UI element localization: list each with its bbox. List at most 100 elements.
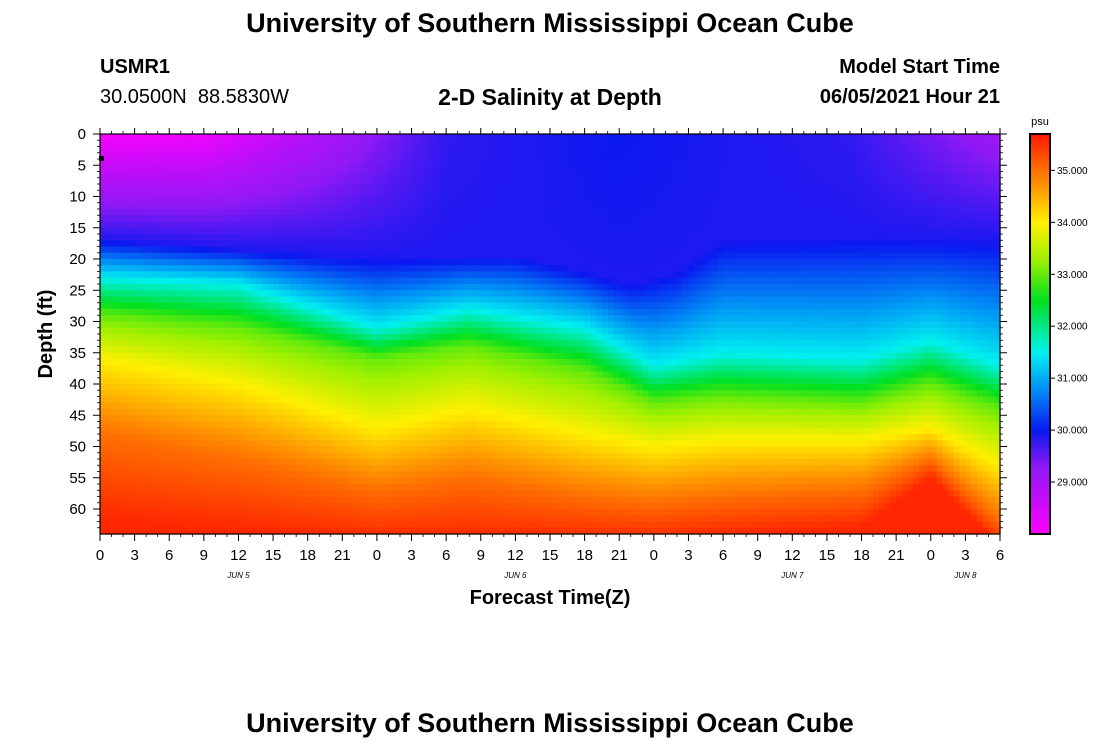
heatmap-cell bbox=[388, 259, 395, 266]
heatmap-cell bbox=[826, 271, 834, 279]
heatmap-cell bbox=[480, 165, 488, 173]
heatmap-cell bbox=[965, 196, 972, 204]
heatmap-cell bbox=[688, 171, 695, 179]
heatmap-cell bbox=[446, 177, 453, 185]
heatmap-cell bbox=[884, 327, 891, 335]
heatmap-cell bbox=[994, 184, 1001, 191]
heatmap-cell bbox=[376, 171, 384, 179]
heatmap-cell bbox=[855, 190, 863, 198]
heatmap-cell bbox=[798, 184, 805, 191]
heatmap-cell bbox=[723, 152, 730, 160]
heatmap-cell bbox=[336, 134, 343, 141]
heatmap-cell bbox=[498, 171, 505, 179]
heatmap-cell bbox=[930, 290, 938, 298]
heatmap-cell bbox=[948, 315, 955, 323]
heatmap-cell bbox=[342, 252, 349, 260]
heatmap-cell bbox=[503, 259, 511, 266]
heatmap-cell bbox=[509, 221, 516, 229]
heatmap-cell bbox=[936, 246, 943, 254]
heatmap-cell bbox=[757, 309, 765, 316]
heatmap-cell bbox=[728, 327, 736, 335]
heatmap-cell bbox=[711, 309, 718, 316]
heatmap-cell bbox=[884, 190, 891, 198]
heatmap-cell bbox=[336, 215, 343, 223]
heatmap-cell bbox=[884, 215, 891, 223]
heatmap-cell bbox=[619, 215, 626, 223]
heatmap-cell bbox=[821, 252, 828, 260]
heatmap-cell bbox=[365, 246, 372, 254]
heatmap-cell bbox=[353, 177, 361, 185]
heatmap-cell bbox=[723, 252, 730, 260]
heatmap-cell bbox=[128, 227, 136, 235]
heatmap-cell bbox=[498, 246, 505, 254]
heatmap-cell bbox=[400, 177, 407, 185]
heatmap-cell bbox=[475, 296, 482, 304]
heatmap-cell bbox=[740, 227, 747, 235]
heatmap-cell bbox=[348, 140, 355, 148]
heatmap-cell bbox=[400, 196, 407, 204]
heatmap-cell bbox=[336, 309, 343, 316]
heatmap-cell bbox=[694, 184, 701, 191]
heatmap-cell bbox=[809, 184, 816, 191]
heatmap-cell bbox=[642, 290, 649, 298]
heatmap-cell bbox=[313, 209, 320, 216]
heatmap-cell bbox=[417, 202, 424, 210]
heatmap-cell bbox=[642, 140, 649, 148]
heatmap-cell bbox=[353, 246, 361, 254]
heatmap-cell bbox=[763, 240, 770, 248]
heatmap-cell bbox=[469, 309, 476, 316]
heatmap-cell bbox=[521, 259, 528, 266]
heatmap-cell bbox=[365, 265, 372, 273]
heatmap-cell bbox=[578, 190, 586, 198]
heatmap-cell bbox=[538, 315, 545, 323]
heatmap-cell bbox=[267, 215, 274, 223]
heatmap-cell bbox=[832, 190, 840, 198]
heatmap-cell bbox=[700, 140, 707, 148]
heatmap-cell bbox=[538, 277, 545, 285]
heatmap-cell bbox=[521, 171, 528, 179]
heatmap-cell bbox=[180, 152, 188, 160]
heatmap-cell bbox=[319, 209, 326, 216]
heatmap-cell bbox=[965, 240, 972, 248]
heatmap-cell bbox=[278, 271, 286, 279]
heatmap-cell bbox=[826, 284, 834, 291]
heatmap-cell bbox=[734, 284, 741, 291]
heatmap-cell bbox=[469, 140, 476, 148]
heatmap-cell bbox=[330, 246, 338, 254]
heatmap-cell bbox=[463, 159, 470, 166]
heatmap-cell bbox=[838, 215, 845, 223]
heatmap-cell bbox=[671, 240, 678, 248]
heatmap-cell bbox=[353, 209, 361, 216]
heatmap-cell bbox=[896, 246, 903, 254]
heatmap-cell bbox=[584, 246, 591, 254]
heatmap-cell bbox=[492, 196, 499, 204]
heatmap-cell bbox=[400, 259, 407, 266]
heatmap-cell bbox=[619, 327, 626, 335]
heatmap-cell bbox=[146, 202, 153, 210]
heatmap-cell bbox=[613, 196, 620, 204]
heatmap-cell bbox=[746, 309, 753, 316]
heatmap-cell bbox=[301, 259, 309, 266]
heatmap-cell bbox=[775, 159, 782, 166]
heatmap-cell bbox=[769, 284, 776, 291]
heatmap-cell bbox=[307, 259, 315, 266]
heatmap-cell bbox=[994, 159, 1001, 166]
heatmap-cell bbox=[809, 221, 816, 229]
heatmap-cell bbox=[261, 271, 268, 279]
heatmap-cell bbox=[503, 165, 511, 173]
heatmap-cell bbox=[873, 246, 880, 254]
heatmap-cell bbox=[221, 140, 228, 148]
heatmap-cell bbox=[486, 284, 493, 291]
heatmap-cell bbox=[798, 177, 805, 185]
heatmap-cell bbox=[151, 234, 159, 241]
heatmap-cell bbox=[567, 315, 574, 323]
heatmap-cell bbox=[780, 165, 788, 173]
heatmap-cell bbox=[682, 259, 690, 266]
heatmap-cell bbox=[648, 246, 655, 254]
heatmap-cell bbox=[169, 171, 176, 179]
heatmap-cell bbox=[619, 177, 626, 185]
heatmap-cell bbox=[134, 202, 141, 210]
heatmap-cell bbox=[100, 209, 107, 216]
heatmap-cell bbox=[411, 315, 418, 323]
heatmap-cell bbox=[561, 284, 568, 291]
